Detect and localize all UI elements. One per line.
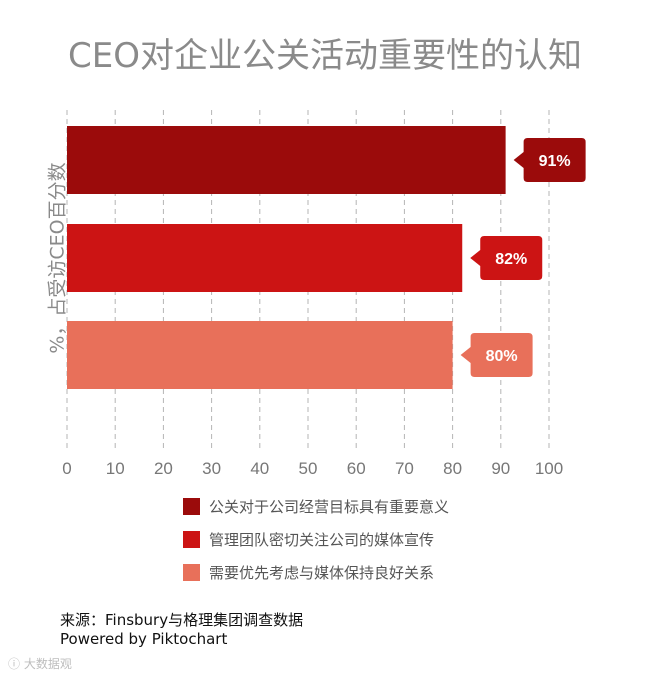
legend-item: 公关对于公司经营目标具有重要意义 [183, 490, 449, 523]
x-tick-label: 90 [491, 459, 510, 478]
x-tick-label: 50 [299, 459, 318, 478]
watermark-icon: ⓘ [8, 657, 21, 671]
data-label-callout [470, 236, 543, 280]
legend-swatch [183, 531, 200, 548]
source-note: 来源：Finsbury与格理集团调查数据 Powered by Piktocha… [60, 611, 303, 649]
watermark: ⓘ 大数据观 [8, 655, 72, 672]
x-tick-label: 70 [395, 459, 414, 478]
legend-item: 管理团队密切关注公司的媒体宣传 [183, 523, 449, 556]
bar-chart: 0 10 20 30 40 50 60 70 80 90 100 91% 82% 80% [62, 110, 586, 478]
x-tick-label: 20 [154, 459, 173, 478]
data-label-callout [460, 333, 533, 377]
x-tick-label: 60 [347, 459, 366, 478]
powered-by-text: Powered by Piktochart [60, 630, 228, 648]
bar [67, 224, 463, 292]
x-tick-label: 80 [443, 459, 462, 478]
legend-swatch [183, 498, 200, 515]
legend-swatch [183, 564, 200, 581]
x-tick-label: 30 [202, 459, 221, 478]
bar [67, 126, 506, 194]
chart-title: CEO对企业公关活动重要性的认知 [68, 36, 582, 76]
legend-label: 公关对于公司经营目标具有重要意义 [209, 498, 450, 516]
data-label: 91% [539, 153, 571, 170]
data-label: 80% [486, 348, 518, 365]
legend-label: 管理团队密切关注公司的媒体宣传 [209, 531, 435, 549]
x-tick-label: 40 [250, 459, 269, 478]
legend-item: 需要优先考虑与媒体保持良好关系 [183, 556, 449, 589]
source-text: 来源：Finsbury与格理集团调查数据 [60, 611, 304, 629]
data-label: 82% [495, 251, 527, 268]
x-tick-label: 10 [106, 459, 125, 478]
legend-label: 需要优先考虑与媒体保持良好关系 [209, 564, 435, 582]
x-tick-label: 0 [62, 459, 71, 478]
data-label-callout [513, 138, 586, 182]
legend: 公关对于公司经营目标具有重要意义 管理团队密切关注公司的媒体宣传 需要优先考虑与… [183, 490, 449, 589]
x-tick-label: 100 [535, 459, 563, 478]
watermark-text: 大数据观 [23, 657, 72, 671]
bar [67, 321, 453, 389]
